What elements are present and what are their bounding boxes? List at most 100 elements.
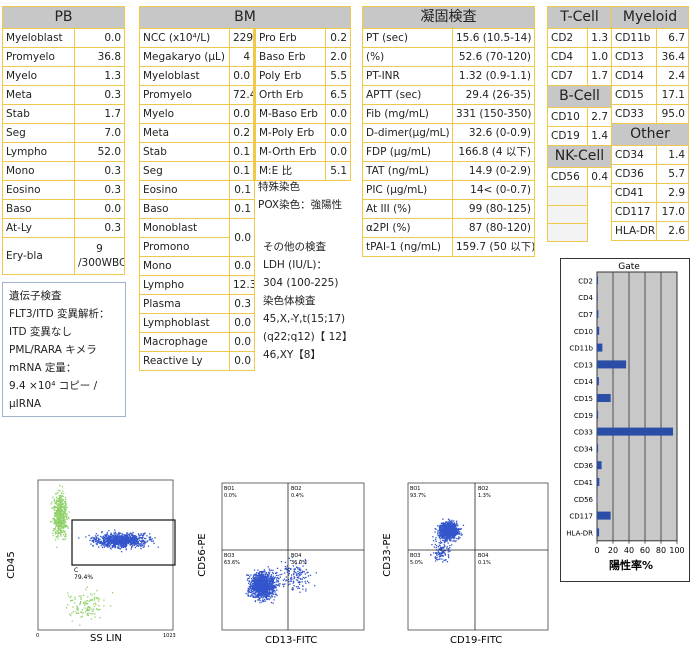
- coag-row: PT (sec) 15.6 (10.5-14): [362, 28, 535, 48]
- bm-row: NCC (x10⁴/L) 229 Pro Erb 0.2: [139, 28, 351, 48]
- flow-plot-3-q3-value: 5.0%: [410, 560, 423, 566]
- coag-value: 159.7 (50 以下): [452, 237, 535, 257]
- other-row: HLA-DR 2.6: [611, 221, 689, 241]
- pb-table: PB Myeloblast 0.0 Promyelo 36.8 Myelo 1.3 Meta…: [1, 6, 126, 275]
- bcell-row: CD10 2.7: [547, 107, 612, 127]
- bm-erb-value: 6.5: [325, 85, 351, 105]
- other-rows: CD34 1.4 CD36 5.7 CD41 2.9 CD117 17.0 HLA-DR 2.6: [611, 145, 689, 241]
- pb-row: Mono 0.3: [2, 161, 126, 181]
- bm-label: Megakaryo (μL): [139, 47, 230, 67]
- bm-erb-label: M-Poly Erb: [253, 123, 326, 143]
- bcell-rows: CD10 2.7 CD19 1.4: [547, 107, 612, 146]
- myeloid-label: CD11b: [611, 28, 657, 48]
- bm-erb-label: Orth Erb: [253, 85, 326, 105]
- pb-value: 1.7: [73, 104, 126, 124]
- flow-plot-2-q4-value: 36.0%: [291, 560, 307, 566]
- pb-erybla-value-2: /300WBC: [78, 257, 125, 269]
- coag-value: 14.9 (0-2.9): [452, 161, 535, 181]
- coag-value: 52.6 (70-120): [452, 47, 535, 67]
- flow-plot-2-q3: BO3: [224, 553, 234, 559]
- chromosome-title: 染色体検査: [263, 295, 316, 307]
- flow-plot-1-xlabel: SS LIN: [90, 633, 122, 644]
- bm-erb-value: 5.1: [325, 161, 351, 181]
- other-row: CD34 1.4: [611, 145, 689, 165]
- bm-label: Myelo: [139, 104, 230, 124]
- flow-plot-1-ylabel: CD45: [6, 551, 17, 578]
- pb-row: Eosino 0.3: [2, 180, 126, 200]
- bm-value: 0.3: [229, 294, 255, 314]
- other-value: 17.0: [656, 202, 689, 222]
- pb-row: Stab 1.7: [2, 104, 126, 124]
- bm-row: Reactive Ly 0.0: [139, 351, 351, 371]
- other-row: CD117 17.0: [611, 202, 689, 222]
- other-value: 5.7: [656, 164, 689, 184]
- other-label: HLA-DR: [611, 221, 657, 241]
- bm-label: Lymphoblast: [139, 313, 230, 333]
- bcell-title: B-Cell: [547, 85, 612, 108]
- bm-value: 0.0: [229, 256, 255, 276]
- coag-label: α2PI (%): [362, 218, 453, 238]
- bm-row: Meta 0.2 M-Poly Erb 0.0: [139, 123, 351, 143]
- pb-row: Myeloblast 0.0: [2, 28, 126, 48]
- myeloid-label: CD33: [611, 104, 657, 124]
- myeloid-row: CD13 36.4: [611, 47, 689, 67]
- flow-plot-1-frame: [37, 479, 174, 631]
- flow-plot-3-q1: BO1: [410, 486, 420, 492]
- pb-label: Meta: [2, 85, 75, 105]
- flow-plot-3-xlabel: CD19-FITC: [450, 635, 502, 646]
- chromosome-line-3: 46,XY【8】: [263, 349, 321, 361]
- bm-erb-value: 0.0: [325, 123, 351, 143]
- coag-row: At III (%) 99 (80-125): [362, 199, 535, 219]
- flow-plot-1-gate: [71, 519, 176, 566]
- bcell-value: 2.7: [587, 107, 612, 127]
- tcell-value: 1.3: [587, 28, 612, 48]
- tcell-row: CD4 1.0: [547, 47, 612, 67]
- gene-line-6: 9.4 ×10⁴ コピー /: [9, 380, 98, 392]
- coag-value: 29.4 (26-35): [452, 85, 535, 105]
- flow-plot-3-q2: BO2: [478, 486, 488, 492]
- bm-label: Monoblast: [139, 218, 230, 238]
- pb-erybla-value-1: 9: [96, 243, 103, 255]
- pb-row: Lympho 52.0: [2, 142, 126, 162]
- myeloid-rows: CD11b 6.7 CD13 36.4 CD14 2.4 CD15 17.1 CD33 95.0: [611, 28, 689, 124]
- pb-label: Mono: [2, 161, 75, 181]
- bm-erb-label: M-Baso Erb: [253, 104, 326, 124]
- pb-value: 0.3: [73, 180, 126, 200]
- bm-table: BM NCC (x10⁴/L) 229 Pro Erb 0.2 Megakaryo (μ…: [139, 6, 351, 371]
- pb-value: 36.8: [73, 47, 126, 67]
- pb-label: Baso: [2, 199, 75, 219]
- tcell-rows: CD2 1.3 CD4 1.0 CD7 1.7: [547, 28, 612, 86]
- coag-title: 凝固検査: [362, 6, 535, 29]
- coag-value: 166.8 (4 以下): [452, 142, 535, 162]
- bm-label: Meta: [139, 123, 230, 143]
- gene-line-7: μIRNA: [9, 398, 42, 410]
- myeloid-value: 95.0: [656, 104, 689, 124]
- coag-rows: PT (sec) 15.6 (10.5-14) (%) 52.6 (70-120) PT…: [362, 28, 535, 257]
- pb-value: 0.0: [73, 28, 126, 48]
- bm-label: Baso: [139, 199, 230, 219]
- myeloid-label: CD14: [611, 66, 657, 86]
- bcell-value: 1.4: [587, 126, 612, 146]
- bm-rows: NCC (x10⁴/L) 229 Pro Erb 0.2 Megakaryo (μL) 4…: [139, 28, 351, 371]
- coag-row: APTT (sec) 29.4 (26-35): [362, 85, 535, 105]
- bm-erb-value: 2.0: [325, 47, 351, 67]
- other-tests-title: その他の検査: [263, 241, 326, 253]
- coag-label: PIC (μg/mL): [362, 180, 453, 200]
- tcell-value: 1.7: [587, 66, 612, 86]
- gene-test-box: 遺伝子検査 FLT3/ITD 変異解析： ITD 変異なし PML/RARA キ…: [2, 282, 126, 417]
- other-label: CD36: [611, 164, 657, 184]
- pox-result: POX染色：強陽性: [258, 199, 343, 211]
- ldh-value: 304 (100-225): [263, 277, 339, 289]
- bm-row: Seg 0.1 M:E 比 5.1: [139, 161, 351, 181]
- pb-title: PB: [1, 6, 126, 29]
- other-row: CD36 5.7: [611, 164, 689, 184]
- bm-label: Reactive Ly: [139, 351, 230, 371]
- myeloid-marker-table: Myeloid CD11b 6.7 CD13 36.4 CD14 2.4 CD15 17.1 C…: [611, 6, 689, 241]
- bm-label: Promono: [139, 237, 230, 257]
- bm-erb-value: 0.2: [325, 28, 351, 48]
- tcell-row: CD7 1.7: [547, 66, 612, 86]
- nkcell-rows: CD56 0.4: [547, 167, 612, 187]
- flow-plot-3-frame: [407, 482, 549, 631]
- bm-value: 0.0: [229, 351, 255, 371]
- gene-line-1: 遺伝子検査: [9, 290, 62, 302]
